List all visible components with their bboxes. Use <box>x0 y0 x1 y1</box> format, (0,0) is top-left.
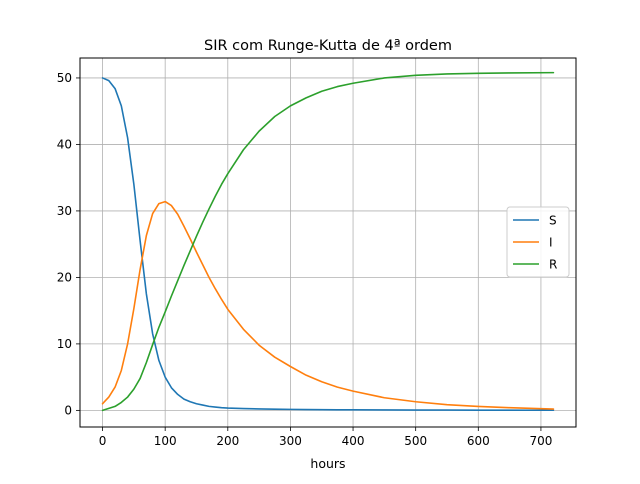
series-line-S <box>101 77 555 412</box>
x-tick-label: 0 <box>99 434 107 448</box>
legend: SIR <box>506 206 570 278</box>
y-tick-label: 40 <box>57 137 72 151</box>
y-tick-label: 30 <box>57 204 72 218</box>
legend-label-R: R <box>549 258 557 272</box>
y-tick-label: 20 <box>57 270 72 284</box>
x-tick-label: 600 <box>467 434 490 448</box>
x-tick-label: 400 <box>342 434 365 448</box>
legend-label-I: I <box>549 236 553 250</box>
x-tick-label: 700 <box>529 434 552 448</box>
y-tick-label: 0 <box>64 403 72 417</box>
x-tick-label: 500 <box>404 434 427 448</box>
axes-frame <box>79 57 577 428</box>
x-tick-label: 200 <box>216 434 239 448</box>
y-tick-label: 10 <box>57 337 72 351</box>
y-tick-label: 50 <box>57 71 72 85</box>
axis-ticks: 0 100 200 300 400 500 600 700 0 10 20 30 40 50 <box>57 71 553 448</box>
x-tick-label: 300 <box>279 434 302 448</box>
legend-label-S: S <box>549 214 557 228</box>
x-tick-label: 100 <box>154 434 177 448</box>
series-line-R <box>101 71 555 412</box>
x-axis-label: hours <box>310 456 345 471</box>
grid-lines <box>80 58 576 427</box>
series-line-I <box>101 200 555 410</box>
series-layer <box>101 71 555 412</box>
chart-title: SIR com Runge-Kutta de 4ª ordem <box>204 38 452 54</box>
